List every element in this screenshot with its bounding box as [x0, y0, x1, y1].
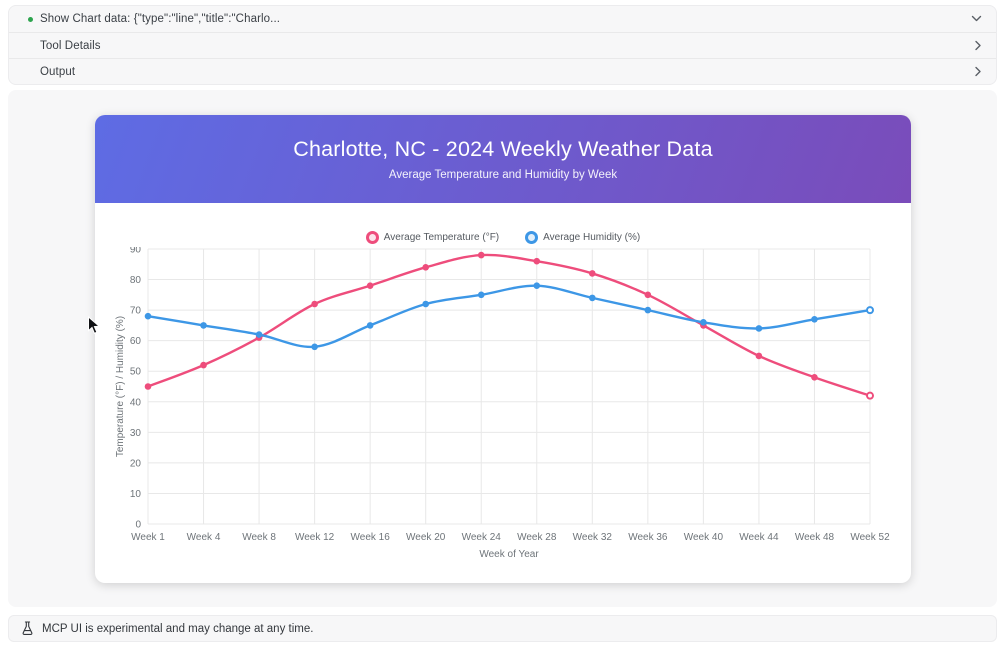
chart-legend: Average Temperature (°F) Average Humidity…: [95, 230, 911, 244]
svg-text:Week of Year: Week of Year: [479, 549, 539, 560]
svg-text:Week 40: Week 40: [684, 532, 724, 543]
chart-header: Charlotte, NC - 2024 Weekly Weather Data…: [95, 115, 911, 203]
svg-text:Week 36: Week 36: [628, 532, 668, 543]
svg-text:60: 60: [130, 336, 142, 347]
weather-chart-canvas[interactable]: 0 10 20 30 40 50 60 70 80 90 Week 1 Week 4 Week 8 Wee…: [95, 247, 911, 580]
legend-item-humidity[interactable]: Average Humidity (%): [525, 230, 641, 244]
svg-text:90: 90: [130, 247, 142, 256]
legend-label: Average Humidity (%): [543, 231, 641, 243]
mcp-ui-panel: Charlotte, NC - 2024 Weekly Weather Data…: [8, 90, 997, 607]
svg-text:80: 80: [130, 275, 142, 286]
svg-text:Week 48: Week 48: [795, 532, 835, 543]
svg-text:Week 44: Week 44: [739, 532, 779, 543]
accordion-row-label: Output: [40, 65, 76, 78]
chart-title: Charlotte, NC - 2024 Weekly Weather Data: [293, 137, 713, 161]
status-dot: [28, 16, 33, 22]
svg-text:Week 24: Week 24: [462, 532, 502, 543]
flask-icon: [21, 621, 34, 636]
legend-label: Average Temperature (°F): [383, 231, 500, 243]
svg-text:70: 70: [130, 306, 142, 317]
accordion-row-output[interactable]: Output: [9, 58, 996, 84]
svg-text:Temperature (°F) / Humidity (%: Temperature (°F) / Humidity (%): [115, 316, 126, 457]
svg-text:0: 0: [135, 520, 141, 531]
svg-text:Week 4: Week 4: [187, 532, 221, 543]
legend-item-temperature[interactable]: Average Temperature (°F): [365, 230, 500, 244]
chevron-right-icon: [974, 66, 982, 77]
chevron-right-icon: [974, 40, 982, 51]
accordion-row-show-chart-data[interactable]: Show Chart data: {"type":"line","title":…: [9, 6, 996, 32]
svg-text:40: 40: [130, 397, 142, 408]
experimental-notice-label: MCP UI is experimental and may change at…: [42, 622, 314, 635]
chart-subtitle: Average Temperature and Humidity by Week: [388, 169, 618, 181]
svg-text:10: 10: [130, 489, 142, 500]
svg-text:Week 16: Week 16: [351, 532, 391, 543]
tool-result-accordion: Show Chart data: {"type":"line","title":…: [8, 5, 997, 85]
svg-text:20: 20: [130, 458, 142, 469]
svg-text:Week 8: Week 8: [242, 532, 276, 543]
svg-text:Week 32: Week 32: [573, 532, 613, 543]
svg-text:50: 50: [130, 367, 142, 378]
accordion-row-label: Tool Details: [40, 39, 101, 52]
svg-text:Week 12: Week 12: [295, 532, 335, 543]
accordion-row-tool-details[interactable]: Tool Details: [9, 32, 996, 58]
chevron-down-icon: [971, 15, 982, 23]
weather-chart-card: Charlotte, NC - 2024 Weekly Weather Data…: [95, 115, 911, 583]
experimental-notice-bar: MCP UI is experimental and may change at…: [8, 615, 997, 642]
svg-text:Week 52: Week 52: [850, 532, 890, 543]
svg-text:Week 28: Week 28: [517, 532, 557, 543]
svg-text:Week 20: Week 20: [406, 532, 446, 543]
legend-marker-icon: [365, 230, 379, 244]
svg-text:Week 1: Week 1: [131, 532, 165, 543]
legend-marker-icon: [525, 230, 539, 244]
svg-text:30: 30: [130, 428, 142, 439]
accordion-row-label: Show Chart data: {"type":"line","title":…: [40, 13, 281, 25]
